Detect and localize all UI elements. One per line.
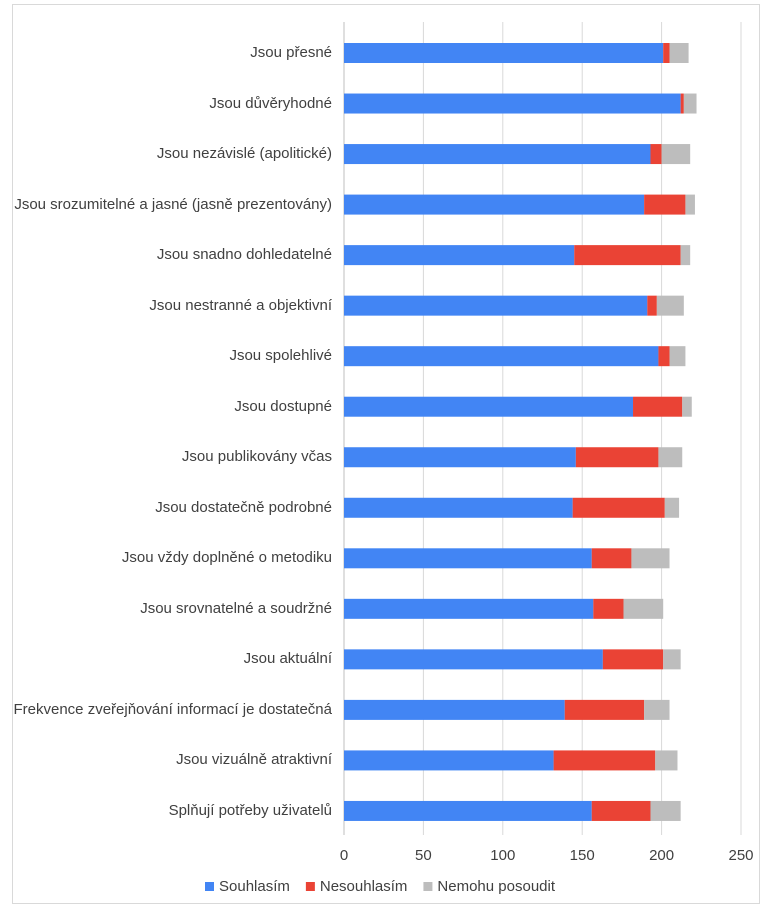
bar-segment bbox=[650, 144, 662, 165]
y-tick-label: Jsou nezávislé (apolitické) bbox=[156, 145, 332, 163]
bar-segment bbox=[658, 447, 683, 468]
x-tick-label: 100 bbox=[490, 847, 515, 864]
chart-frame bbox=[12, 4, 760, 904]
y-tick-label: Jsou snadno dohledatelné bbox=[156, 246, 332, 264]
bar-segment bbox=[344, 396, 634, 417]
bar-segment bbox=[650, 800, 681, 821]
x-tick-label: 200 bbox=[649, 847, 674, 864]
y-tick-label: Jsou nestranné a objektivní bbox=[149, 296, 332, 314]
bar-segment bbox=[344, 548, 592, 569]
bar-segment bbox=[633, 396, 683, 417]
y-tick-label: Splňují potřeby uživatelů bbox=[168, 801, 332, 819]
bar-segment bbox=[669, 43, 689, 63]
y-tick-label: Jsou dostatečně podrobné bbox=[155, 498, 332, 516]
legend-label: Nesouhlasím bbox=[320, 878, 408, 895]
legend-label: Nemohu posoudit bbox=[437, 878, 555, 895]
bar-segment bbox=[680, 245, 691, 266]
bar-segment bbox=[344, 699, 565, 720]
bar-segment bbox=[574, 245, 681, 266]
x-tick-label: 0 bbox=[340, 847, 348, 864]
bar-segment bbox=[669, 346, 686, 367]
y-tick-label: Jsou aktuální bbox=[243, 650, 332, 668]
y-tick-label: Jsou vždy doplněné o metodiku bbox=[121, 549, 332, 567]
bar-segment bbox=[572, 497, 665, 518]
bar-segment bbox=[553, 750, 656, 771]
x-tick-label: 250 bbox=[728, 847, 753, 864]
bar-segment bbox=[344, 346, 659, 367]
y-tick-label: Jsou srovnatelné a soudržné bbox=[140, 599, 332, 617]
bar-segment bbox=[344, 598, 594, 619]
legend-swatch bbox=[205, 882, 214, 891]
bar-segment bbox=[631, 548, 670, 569]
y-tick-label: Jsou spolehlivé bbox=[229, 347, 332, 365]
bar-segment bbox=[344, 93, 681, 114]
x-tick-label: 50 bbox=[415, 847, 432, 864]
y-tick-label: Jsou důvěryhodné bbox=[209, 94, 332, 112]
bar-segment bbox=[344, 649, 603, 670]
bar-segment bbox=[680, 93, 684, 114]
y-tick-label: Jsou vizuálně atraktivní bbox=[176, 751, 332, 769]
bar-segment bbox=[623, 598, 664, 619]
bar-segment bbox=[664, 497, 680, 518]
bar-segment bbox=[344, 43, 664, 63]
bar-segment bbox=[344, 144, 651, 165]
y-tick-label: Jsou dostupné bbox=[234, 397, 332, 415]
bar-segment bbox=[658, 346, 670, 367]
bar-segment bbox=[663, 649, 681, 670]
bar-segment bbox=[591, 800, 651, 821]
y-tick-label: Jsou srozumitelné a jasné (jasně prezent… bbox=[14, 195, 332, 213]
bar-segment bbox=[344, 800, 592, 821]
bar-segment bbox=[593, 598, 624, 619]
legend-swatch bbox=[305, 882, 315, 891]
bar-segment bbox=[344, 194, 645, 215]
y-tick-label: Frekvence zveřejňování informací je dost… bbox=[13, 700, 333, 718]
y-tick-label: Jsou publikovány včas bbox=[181, 448, 332, 466]
bar-segment bbox=[663, 43, 670, 63]
bar-segment bbox=[644, 194, 686, 215]
bar-segment bbox=[685, 194, 695, 215]
bar-segment bbox=[661, 144, 691, 165]
bar-segment bbox=[683, 93, 697, 114]
bar-segment bbox=[644, 699, 670, 720]
bar-segment bbox=[656, 295, 684, 316]
bar-segment bbox=[575, 447, 659, 468]
bar-segment bbox=[344, 750, 554, 771]
bar-segment bbox=[655, 750, 678, 771]
bar-segment bbox=[602, 649, 664, 670]
bar-segment bbox=[344, 497, 573, 518]
legend-swatch bbox=[423, 882, 433, 891]
bar-segment bbox=[647, 295, 657, 316]
bar-segment bbox=[564, 699, 645, 720]
bar-segment bbox=[344, 447, 576, 468]
bar-segment bbox=[591, 548, 632, 569]
x-tick-label: 150 bbox=[570, 847, 595, 864]
legend-label: Souhlasím bbox=[219, 878, 290, 895]
bar-segment bbox=[344, 245, 575, 266]
y-tick-label: Jsou přesné bbox=[250, 44, 332, 61]
bar-segment bbox=[682, 396, 692, 417]
bar-segment bbox=[344, 295, 648, 316]
